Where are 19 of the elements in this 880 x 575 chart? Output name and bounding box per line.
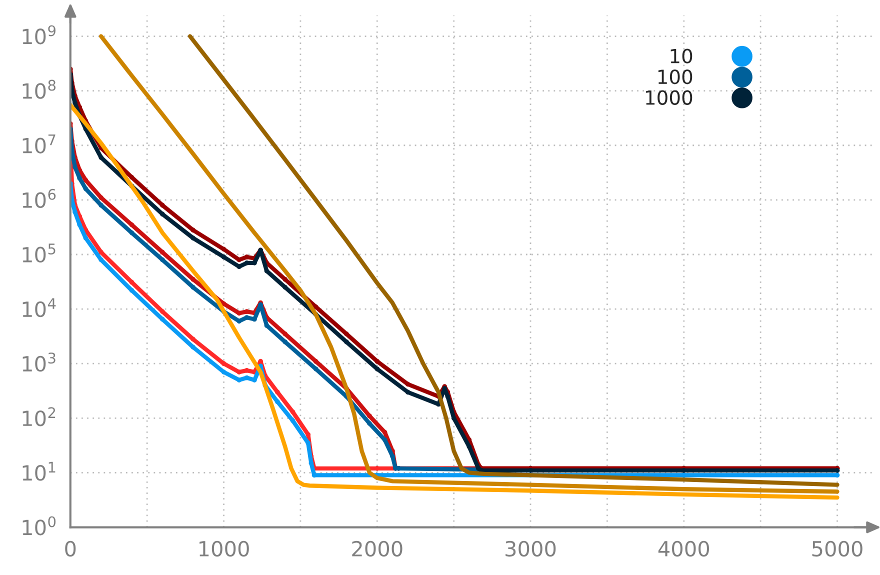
x-tick-label: 3000 — [506, 540, 556, 557]
x-tick-label: 0 — [65, 540, 76, 557]
y-tick-label: 10$^{2}$ — [22, 407, 56, 426]
x-tick-label: 4000 — [658, 540, 710, 557]
y-tick-label: 10$^{6}$ — [22, 188, 56, 208]
y-tick-label: 10$^{8}$ — [22, 80, 56, 99]
y-tick-label: 10$^{1}$ — [22, 462, 56, 481]
y-tick-label: 10$^{7}$ — [22, 134, 56, 154]
y-tick-label: 10$^{4}$ — [22, 298, 56, 318]
x-tick-label: 5000 — [812, 540, 862, 557]
legend-label: 100 — [658, 69, 692, 84]
x-tick-label: 1000 — [200, 540, 249, 557]
legend-label: 10 — [670, 48, 692, 64]
y-tick-label: 10$^{9}$ — [22, 25, 56, 44]
y-tick-label: 10$^{5}$ — [22, 244, 56, 263]
y-tick-label: 10$^{0}$ — [22, 516, 56, 536]
y-tick-label: 10$^{3}$ — [22, 352, 56, 372]
x-tick-label: 2000 — [352, 540, 402, 557]
legend-label: 1000 — [646, 90, 692, 105]
